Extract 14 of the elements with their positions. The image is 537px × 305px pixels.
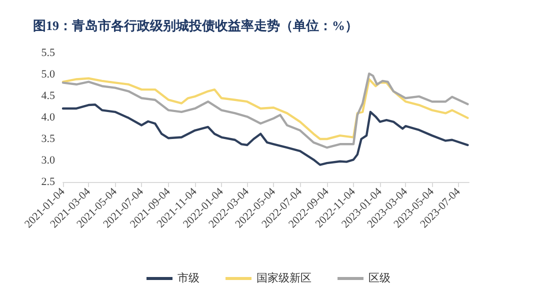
- legend-label: 市级: [178, 272, 200, 284]
- y-tick-label: 5.0: [41, 68, 56, 80]
- legend-label: 国家级新区: [256, 272, 312, 284]
- y-tick-label: 3.0: [41, 154, 56, 166]
- y-tick-label: 2.5: [41, 176, 56, 188]
- chart-title: 图19：青岛市各行政级别城投债收益率走势（单位：%）: [33, 18, 358, 33]
- line-series: [62, 77, 469, 140]
- y-tick-label: 4.0: [41, 112, 56, 124]
- line-series: [62, 72, 469, 149]
- y-tick-label: 5.5: [41, 47, 56, 59]
- y-tick-label: 4.5: [41, 90, 56, 102]
- legend-label: 区级: [368, 272, 390, 284]
- line-series: [62, 104, 469, 166]
- y-tick-label: 3.5: [41, 133, 56, 145]
